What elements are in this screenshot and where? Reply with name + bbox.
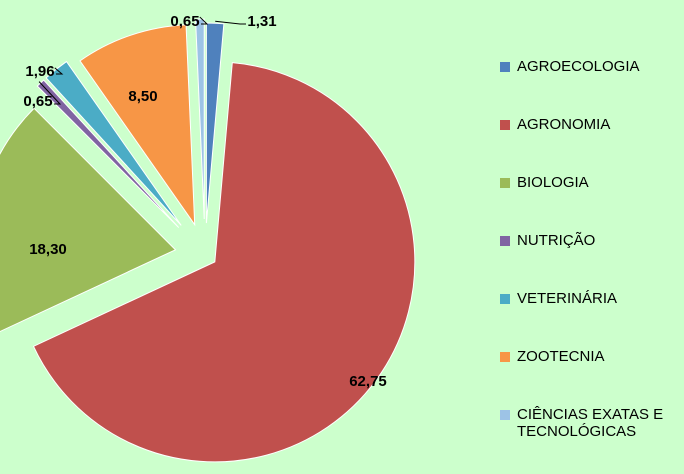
data-label: 0,65 xyxy=(170,13,199,30)
legend-item: ZOOTECNIA xyxy=(500,348,684,365)
legend-swatch xyxy=(500,236,510,246)
legend-swatch xyxy=(500,410,510,420)
data-label: 62,75 xyxy=(349,373,387,390)
leader-line xyxy=(199,16,209,25)
data-label: 1,31 xyxy=(247,13,276,30)
legend-label: NUTRIÇÃO xyxy=(517,232,596,249)
legend-item: CIÊNCIAS EXATAS E TECNOLÓGICAS xyxy=(500,406,684,440)
legend-item: BIOLOGIA xyxy=(500,174,684,191)
legend-swatch xyxy=(500,352,510,362)
legend-label: AGRONOMIA xyxy=(517,116,611,133)
pie-slice xyxy=(79,24,196,227)
legend-label: VETERINÁRIA xyxy=(517,290,618,307)
legend-item: AGRONOMIA xyxy=(500,116,684,133)
legend-label: CIÊNCIAS EXATAS E TECNOLÓGICAS xyxy=(517,406,664,440)
pie-slice xyxy=(0,107,177,333)
legend-swatch xyxy=(500,120,510,130)
pie-slice xyxy=(195,18,205,220)
data-label: 8,50 xyxy=(128,88,157,105)
legend-label: AGROECOLOGIA xyxy=(517,58,640,75)
leader-line xyxy=(215,20,246,25)
legend-label: ZOOTECNIA xyxy=(517,348,605,365)
data-label: 18,30 xyxy=(29,241,67,258)
legend-item: AGROECOLOGIA xyxy=(500,58,684,75)
leader-line xyxy=(54,67,64,75)
legend-swatch xyxy=(500,62,510,72)
legend-label: BIOLOGIA xyxy=(517,174,589,191)
legend-swatch xyxy=(500,294,510,304)
leader-line xyxy=(38,81,62,105)
pie-slice xyxy=(32,62,416,463)
data-label: 1,96 xyxy=(25,63,54,80)
legend-item: NUTRIÇÃO xyxy=(500,232,684,249)
data-label: 0,65 xyxy=(23,93,52,110)
legend-swatch xyxy=(500,178,510,188)
legend-item: VETERINÁRIA xyxy=(500,290,684,307)
